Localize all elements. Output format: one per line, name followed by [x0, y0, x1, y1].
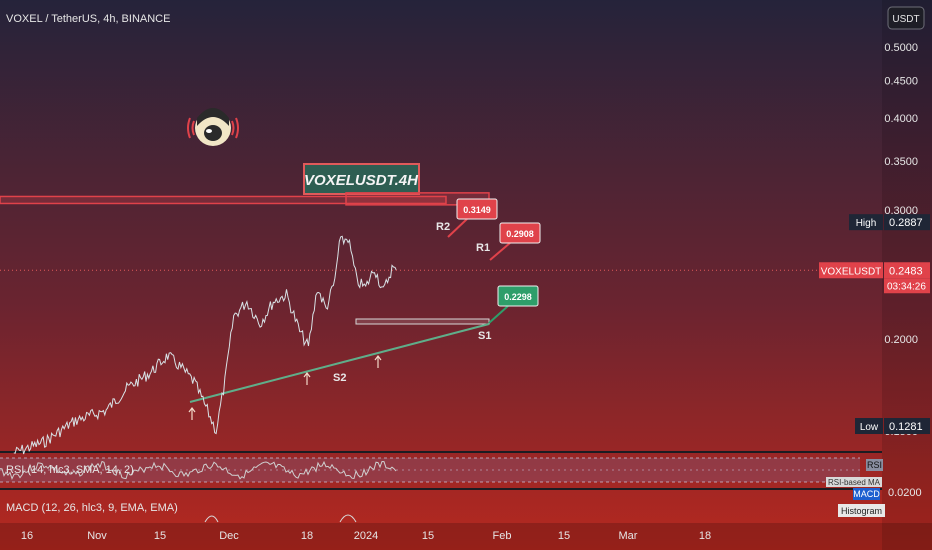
- time-tick-8: 15: [558, 530, 570, 542]
- time-tick-6: 15: [422, 530, 434, 542]
- countdown-tag: 03:34:26: [884, 278, 930, 294]
- current-price-tag-label-box: [819, 262, 883, 279]
- low-tag-value-box: [884, 418, 930, 434]
- s2-label: S2: [333, 372, 346, 384]
- rsi-tag: RSI: [866, 459, 883, 471]
- time-tick-5: 2024: [354, 530, 378, 542]
- watermark-title-box: VOXELUSDT.4H: [303, 163, 420, 195]
- price-tick-6: 0.2000: [884, 334, 918, 346]
- time-tick-3: Dec: [219, 530, 239, 542]
- price-tick-1: 0.4500: [884, 76, 918, 88]
- axis-tags: High 0.2887 Low 0.1281 VOXELUSDT 0.2483 03:34:…: [819, 214, 930, 434]
- r2-resistance-zone[interactable]: [0, 195, 447, 205]
- low-tag-label-box: [855, 418, 883, 434]
- low-tag: Low 0.1281: [855, 418, 930, 434]
- s2-trendline[interactable]: [189, 323, 490, 403]
- current-price-tag: VOXELUSDT 0.2483: [819, 262, 930, 279]
- current-price-tag-value: 0.2483: [889, 265, 923, 277]
- r1-price-callout[interactable]: 0.2908: [489, 222, 541, 261]
- s1-support-zone[interactable]: [355, 318, 490, 325]
- touch-arrowhead-0: [188, 407, 196, 413]
- price-series-layer: [13, 235, 397, 455]
- mascot-logo-icon: [187, 108, 239, 146]
- r1-price-callout-pointer: [489, 242, 511, 261]
- currency-label: USDT: [892, 14, 919, 25]
- rsi-tag-label: RSI: [867, 460, 882, 470]
- macd-pane[interactable]: MACD (12, 26, hlc3, 9, EMA, EMA) 0.0200 …: [6, 487, 922, 523]
- macd-tag: MACD: [853, 488, 880, 500]
- r2-price-callout-text: 0.3149: [463, 205, 491, 215]
- time-tick-1: Nov: [87, 530, 107, 542]
- high-tag-label-box: [849, 214, 883, 231]
- s1-label: S1: [478, 330, 491, 342]
- r1-label: R1: [476, 242, 490, 254]
- countdown-box: [884, 278, 930, 294]
- currency-button[interactable]: USDT: [887, 6, 925, 30]
- countdown-value: 03:34:26: [887, 281, 926, 292]
- price-series-line: [13, 235, 397, 455]
- time-tick-4: 18: [301, 530, 313, 542]
- rsi-pane[interactable]: RSI (14, hlc3, SMA, 14, 2) RSI RSI-based…: [0, 457, 883, 487]
- price-tick-2: 0.4000: [884, 113, 918, 125]
- symbol-title: VOXEL / TetherUS, 4h, BINANCE: [6, 13, 170, 25]
- macd-legend[interactable]: MACD (12, 26, hlc3, 9, EMA, EMA): [6, 502, 178, 514]
- s1-price-callout-box: [497, 285, 539, 307]
- s1-price-callout-pointer: [488, 305, 509, 324]
- s1-price-callout[interactable]: 0.2298: [488, 285, 539, 324]
- high-tag: High 0.2887: [849, 214, 930, 231]
- touch-arrowhead-2: [374, 355, 382, 361]
- low-tag-label: Low: [860, 422, 879, 433]
- time-tick-2: 15: [154, 530, 166, 542]
- touch-arrowhead-1: [303, 372, 311, 378]
- rsi-legend[interactable]: RSI (14, hlc3, SMA, 14, 2): [6, 464, 134, 476]
- rsi-ma-tag: RSI-based MA: [826, 477, 882, 487]
- r1-price-callout-text: 0.2908: [506, 229, 534, 239]
- macd-axis-value: 0.0200: [888, 487, 922, 499]
- r2-price-callout-pointer: [447, 218, 468, 238]
- r1-price-callout-box: [499, 222, 541, 244]
- r2-price-callout[interactable]: 0.3149: [447, 198, 498, 238]
- price-tick-3: 0.3500: [884, 156, 918, 168]
- macd-tag-label: MACD: [853, 489, 880, 499]
- rsi-line: [0, 460, 397, 480]
- high-tag-value: 0.2887: [889, 217, 923, 229]
- time-tick-10: 18: [699, 530, 711, 542]
- rsi-band: [0, 458, 860, 482]
- r2-label: R2: [436, 221, 450, 233]
- histogram-tag: Histogram: [838, 504, 885, 517]
- current-price-tag-label: VOXELUSDT: [821, 266, 882, 277]
- low-tag-value: 0.1281: [889, 421, 923, 433]
- chart-drawings[interactable]: R2 R1 S1 S2 0.3149 0.2908 0.2298: [0, 192, 541, 420]
- time-axis-strip: [0, 523, 932, 550]
- rsi-ma-tag-label: RSI-based MA: [828, 478, 881, 487]
- time-tick-9: Mar: [619, 530, 638, 542]
- time-tick-0: 16: [21, 530, 33, 542]
- macd-line: [204, 514, 357, 523]
- current-price-tag-value-box: [884, 262, 930, 279]
- time-axis[interactable]: 16 Nov 15 Dec 18 2024 15 Feb 15 Mar 18: [21, 530, 711, 542]
- histogram-tag-label: Histogram: [841, 506, 882, 516]
- time-tick-7: Feb: [493, 530, 512, 542]
- high-tag-label: High: [856, 218, 877, 229]
- watermark-title: VOXELUSDT.4H: [304, 172, 419, 189]
- s1-price-callout-text: 0.2298: [504, 292, 532, 302]
- r2-price-callout-box: [456, 198, 498, 220]
- price-tick-4: 0.3000: [884, 205, 918, 217]
- high-tag-value-box: [884, 214, 930, 231]
- price-tick-0: 0.5000: [884, 42, 918, 54]
